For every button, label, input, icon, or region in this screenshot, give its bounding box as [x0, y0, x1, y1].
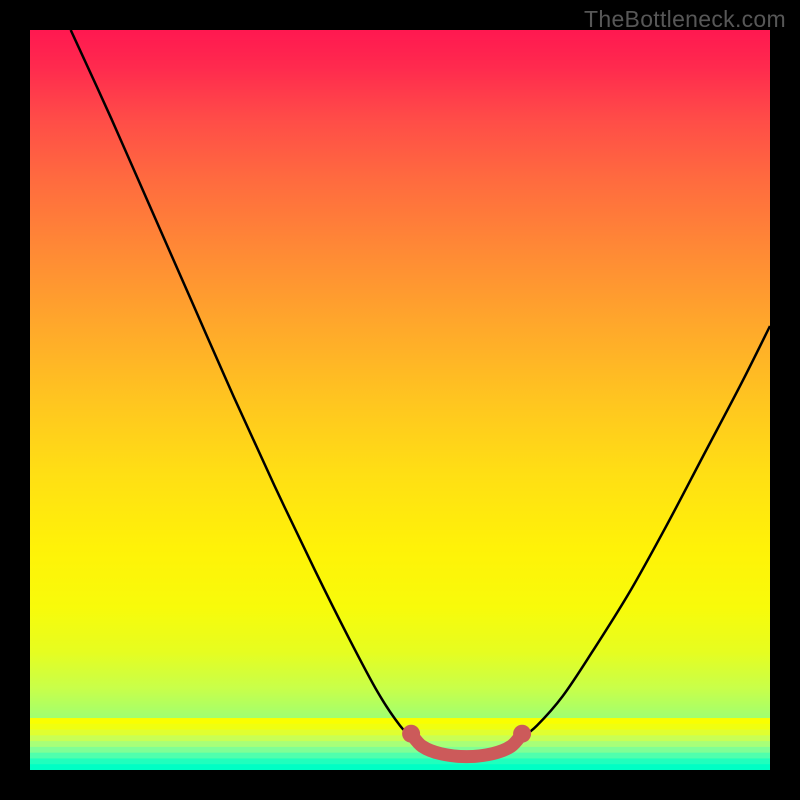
green-band — [30, 735, 770, 741]
curve-left-branch — [71, 30, 415, 740]
chart-container: TheBottleneck.com — [0, 0, 800, 800]
plot-area — [30, 30, 770, 770]
green-band — [30, 764, 770, 770]
green-band — [30, 758, 770, 764]
green-band — [30, 747, 770, 753]
green-band — [30, 718, 770, 724]
green-band — [30, 753, 770, 759]
green-band — [30, 730, 770, 736]
valley-marker-dot-right — [513, 725, 531, 743]
curve-svg — [30, 30, 770, 770]
green-band — [30, 741, 770, 747]
curve-right-branch — [518, 326, 770, 740]
watermark-text: TheBottleneck.com — [584, 6, 786, 33]
valley-marker-dot-left — [402, 725, 420, 743]
